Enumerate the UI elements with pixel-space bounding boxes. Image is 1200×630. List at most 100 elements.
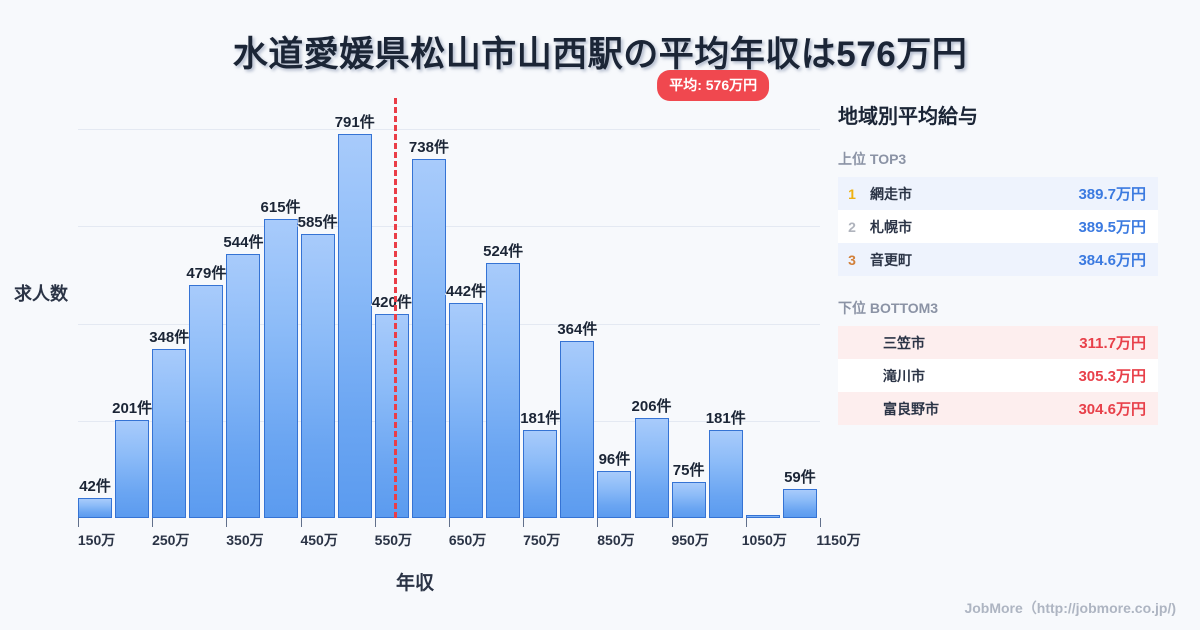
rank-row[interactable]: 1 網走市 389.7万円 (838, 177, 1158, 210)
bar-value-label: 206件 (631, 397, 672, 415)
chart-bar[interactable]: 348件 (149, 329, 189, 518)
chart-area: 求人数 42件 201件 348件 479件 544件 615件 585件 791件 420件 7… (0, 70, 861, 594)
axis-tick-label: 850万 (597, 532, 635, 548)
bar-value-label: 59件 (784, 469, 816, 487)
rank-number: 2 (848, 218, 856, 235)
rank-salary-value: 389.5万円 (1078, 219, 1146, 236)
rank-number (838, 359, 879, 392)
bar-value-label: 181件 (520, 410, 561, 428)
chart-bar[interactable]: 75件 (671, 462, 706, 518)
gridline (78, 129, 820, 131)
chart-bar[interactable]: 420件 (372, 294, 412, 518)
bar-value-label: 420件 (371, 293, 412, 311)
bar-value-label: 479件 (186, 265, 227, 283)
chart-bar[interactable]: 479件 (186, 265, 226, 518)
rank-area-name: 滝川市 (883, 367, 925, 384)
footer-attribution: JobMore（http://jobmore.co.jp/) (964, 600, 1176, 616)
bar-value-label: 615件 (260, 199, 301, 217)
plot-area: 42件 201件 348件 479件 544件 615件 585件 791件 420件 738件 4… (78, 70, 820, 518)
rank-area-name: 網走市 (870, 185, 912, 202)
axis-tick-label: 550万 (374, 532, 413, 548)
chart-bar[interactable]: 585件 (298, 214, 338, 518)
chart-bar[interactable]: 442件 (446, 283, 486, 518)
bar-value-label: 181件 (705, 410, 746, 428)
rank-area-name: 三笠市 (883, 334, 925, 351)
average-line: 平均: 576万円 (394, 70, 770, 518)
average-badge: 平均: 576万円 (657, 70, 770, 101)
axis-tick-label: 350万 (226, 532, 264, 548)
bar-value-label: 791件 (334, 113, 375, 131)
axis-tick-mark (597, 518, 599, 527)
bar-value-label: 348件 (149, 328, 190, 346)
rank-row[interactable]: 3 音更町 384.6万円 (838, 243, 1158, 276)
rank-row[interactable]: 三笠市 311.7万円 (838, 326, 1158, 359)
bar-value-label: 75件 (672, 461, 705, 479)
chart-bar[interactable]: 59件 (782, 469, 817, 518)
axis-tick-mark (226, 518, 228, 527)
axis-tick-mark (745, 518, 747, 527)
bar-value-label: 442件 (446, 283, 487, 301)
top3-section-label: 上位 TOP3 (838, 151, 907, 167)
axis-tick-label: 1050万 (741, 532, 787, 548)
axis-tick-mark (671, 518, 673, 527)
bar-value-label: 42件 (79, 477, 111, 495)
page-title: 水道愛媛県松山市山西駅の平均年収は576万円 (232, 35, 968, 74)
chart-bar[interactable]: 201件 (112, 400, 152, 518)
axis-tick-label: 450万 (300, 532, 338, 548)
bars-layer: 42件 201件 348件 479件 544件 615件 585件 791件 420件 738件 4… (78, 100, 820, 518)
axis-tick-mark (78, 518, 79, 527)
axis-tick-mark (152, 518, 154, 527)
bar-value-label: 364件 (557, 321, 598, 339)
chart-bar[interactable]: 206件 (632, 398, 672, 518)
chart-bar[interactable]: 181件 (706, 410, 746, 518)
rank-salary-value: 305.3万円 (1078, 368, 1146, 385)
chart-bar[interactable]: 42件 (78, 478, 113, 518)
axis-tick-label: 750万 (523, 532, 561, 548)
rank-number (838, 392, 879, 425)
bottom3-table: 三笠市 311.7万円滝川市 305.3万円富良野市 304.6万円 (838, 326, 1158, 425)
chart-bar[interactable]: 738件 (409, 139, 449, 518)
axis-tick-label: 150万 (77, 532, 116, 548)
axis-tick-mark (820, 518, 821, 527)
axis-tick-mark (374, 518, 376, 527)
axis-tick-mark (300, 518, 302, 527)
chart-bar[interactable]: 181件 (520, 410, 560, 518)
rank-number: 1 (848, 185, 856, 202)
x-axis: 150万 250万 350万 450万 550万 650万 750万 850万 950万 1050… (77, 518, 861, 558)
axis-tick-label: 250万 (152, 532, 190, 548)
chart-bar[interactable]: 96件 (597, 451, 632, 518)
rank-row[interactable]: 富良野市 304.6万円 (838, 392, 1158, 425)
chart-bar[interactable]: 364件 (557, 321, 597, 518)
rank-salary-value: 384.6万円 (1078, 252, 1146, 269)
bottom3-section-label: 下位 BOTTOM3 (838, 300, 939, 316)
axis-tick-label: 950万 (671, 532, 709, 548)
sidebar: 地域別平均給与 上位 TOP3 1 網走市 389.7万円 2 札幌市 389.5万円 3 音… (838, 100, 1168, 447)
rank-row[interactable]: 滝川市 305.3万円 (838, 359, 1158, 392)
x-axis-title: 年収 (395, 573, 434, 594)
bar-value-label: 96件 (598, 451, 631, 469)
axis-tick-label: 1150万 (816, 532, 861, 548)
rank-salary-value: 389.7万円 (1078, 186, 1146, 203)
rank-area-name: 富良野市 (883, 400, 939, 417)
bar-value-label: 544件 (223, 233, 264, 251)
axis-tick-mark (523, 518, 525, 527)
rank-number: 3 (848, 251, 856, 268)
rank-salary-value: 311.7万円 (1079, 335, 1146, 352)
gridline (78, 226, 820, 228)
top3-table: 1 網走市 389.7万円 2 札幌市 389.5万円 3 音更町 384.6万円 (838, 177, 1158, 276)
chart-bar[interactable] (745, 515, 780, 518)
chart-bar[interactable]: 544件 (223, 234, 263, 518)
chart-bar[interactable]: 524件 (483, 243, 523, 518)
bar-value-label: 585件 (297, 213, 338, 231)
chart-bar[interactable]: 791件 (335, 114, 375, 518)
bar-value-label: 201件 (112, 400, 153, 418)
axis-tick-label: 650万 (448, 532, 487, 548)
rank-area-name: 音更町 (870, 251, 912, 268)
rank-area-name: 札幌市 (870, 218, 912, 235)
bar-value-label: 738件 (408, 139, 449, 157)
sidebar-title: 地域別平均給与 (838, 106, 978, 128)
rank-row[interactable]: 2 札幌市 389.5万円 (838, 210, 1158, 243)
chart-bar[interactable]: 615件 (261, 199, 301, 518)
axis-tick-mark (449, 518, 450, 527)
y-axis-title: 求人数 (14, 284, 68, 304)
